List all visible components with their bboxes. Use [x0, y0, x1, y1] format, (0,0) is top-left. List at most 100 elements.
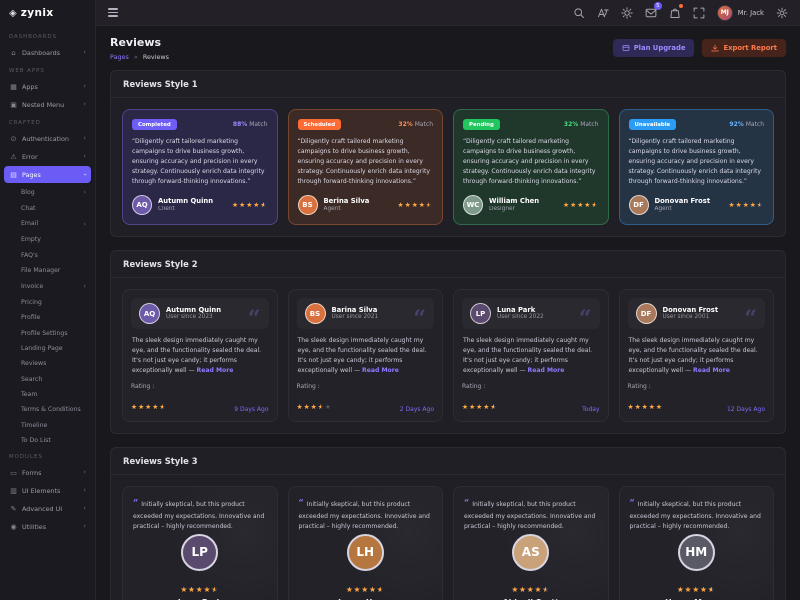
read-more-link[interactable]: Read More [196, 367, 234, 375]
review-quote: “Diligently craft tailored marketing cam… [297, 138, 430, 186]
sidebar-subitem[interactable]: Search [0, 372, 95, 387]
review-quote: “Diligently craft tailored marketing cam… [132, 138, 265, 186]
sidebar-subitem-label: Reviews [21, 360, 47, 368]
sidebar-subitem-label: Empty [21, 236, 41, 244]
read-more-link[interactable]: Read More [693, 367, 730, 375]
sidebar-item[interactable]: ▤ Pages › [4, 166, 91, 183]
sidebar-item-wrap: ✎ Advanced UI › [0, 500, 95, 517]
user-since: User since 2023 [166, 314, 213, 321]
avatar: LH [346, 533, 384, 571]
avatar: MJ [716, 4, 733, 21]
reviewer-name: Donovan Frost [662, 305, 719, 314]
sidebar-subitem[interactable]: To Do List [0, 433, 95, 448]
chevron-right-icon: › [83, 188, 86, 197]
export-report-button[interactable]: Export Report [702, 39, 786, 57]
sidebar-subitem[interactable]: FAQ's [0, 248, 95, 263]
sidebar-subitem-label: Profile Settings [21, 329, 68, 337]
breadcrumb-parent[interactable]: Pages [110, 53, 129, 61]
sidebar-subitem[interactable]: Terms & Conditions [0, 402, 95, 417]
page-title: Reviews [110, 36, 162, 49]
reviewer-name: Berina Silva [323, 197, 370, 206]
sidebar-subitem-label: Profile [21, 314, 41, 322]
sidebar-item-label: UI Elements [22, 486, 61, 495]
star-rating: ★★★★★★★★★★ [563, 200, 599, 209]
quote-icon: “ [298, 498, 304, 509]
settings-gear-icon[interactable] [775, 6, 788, 19]
review-timestamp: 12 Days Ago [726, 405, 765, 413]
sidebar-item-label: Nested Menu [22, 100, 65, 109]
match-score: 88% Match [233, 121, 268, 128]
sidebar-item[interactable]: ◉ Utilities › [4, 518, 91, 535]
sidebar-item[interactable]: ⌂ Dashboards › [4, 44, 91, 61]
reviewer-role: Agent [323, 205, 341, 212]
avatar: LP [470, 303, 491, 325]
fullscreen-icon[interactable] [693, 6, 706, 19]
review-timestamp: 2 Days Ago [399, 405, 434, 413]
status-badge: Scheduled [297, 119, 342, 130]
reviewer-name: Autumn Quinn [166, 305, 222, 314]
sidebar-subitem[interactable]: Chat [0, 200, 95, 215]
sidebar-item-icon: ⚠ [10, 152, 17, 161]
sidebar-subitem[interactable]: Timeline [0, 418, 95, 433]
sidebar-subitem[interactable]: Empty [0, 232, 95, 247]
menu-toggle-icon[interactable] [108, 8, 118, 17]
sidebar-subitem[interactable]: Blog › [0, 184, 95, 200]
sidebar-item-label: Advanced UI [22, 504, 63, 513]
sidebar-subitem-label: Timeline [21, 421, 48, 429]
sidebar-item-icon: ▭ [10, 468, 17, 477]
sidebar-section: MODULES ▭ Forms › [0, 448, 95, 535]
user-menu[interactable]: MJ Mr. Jack [716, 4, 764, 21]
sidebar-item[interactable]: ▭ Forms › [4, 464, 91, 481]
sidebar-subitem[interactable]: Profile Settings [0, 325, 95, 340]
sidebar-item[interactable]: ▦ Apps › [4, 78, 91, 95]
sidebar-subitem[interactable]: Team [0, 387, 95, 402]
inbox-icon[interactable]: 5 [645, 2, 662, 19]
search-icon[interactable] [573, 6, 586, 19]
theme-sun-icon[interactable] [621, 6, 634, 19]
rating-label: Rating : [131, 383, 155, 391]
status-badge: Pending [463, 119, 500, 130]
sidebar-item-wrap: ▦ Apps › [0, 78, 95, 95]
sidebar-section-label: WEB APPS [9, 68, 45, 74]
sidebar-subitem[interactable]: Email › [0, 216, 95, 232]
sidebar-item[interactable]: ▥ UI Elements › [4, 482, 91, 499]
sidebar-section-label: CRAFTED [9, 120, 41, 126]
sidebar-subitem[interactable]: Landing Page [0, 341, 95, 356]
sidebar-subitem-label: To Do List [21, 437, 51, 445]
reviewer-name: Henry Morgan [630, 598, 764, 600]
sidebar-item-label: Forms [22, 468, 42, 477]
export-icon [712, 44, 719, 52]
inbox-badge: 5 [653, 2, 662, 10]
sidebar-item[interactable]: ✎ Advanced UI › [4, 500, 91, 517]
match-score: 32% Match [398, 121, 433, 128]
reviewer-name: Luna Park [497, 305, 536, 314]
review-card-style1: Unavailable 92% Match “Diligently craft … [618, 109, 774, 226]
read-more-link[interactable]: Read More [362, 367, 399, 375]
read-more-link[interactable]: Read More [527, 367, 565, 375]
chevron-right-icon: › [83, 152, 86, 160]
review-text: Initially skeptical, but this product ex… [629, 500, 761, 530]
sidebar-subitem[interactable]: Invoice › [0, 278, 95, 294]
match-percent: 88% [232, 121, 248, 128]
review-card-style2: BS Barina Silva User since 2021 “ The sl… [287, 289, 443, 422]
review-body: The sleek design immediately caught my e… [629, 336, 765, 376]
review-card-style1: Completed 88% Match “Diligently craft ta… [122, 109, 278, 226]
avatar: BS [304, 303, 326, 325]
sidebar-item-wrap: ⚠ Error › [0, 148, 95, 165]
sidebar-subitem[interactable]: Pricing [0, 295, 95, 310]
sidebar-item[interactable]: ⊙ Authentication › [4, 130, 91, 147]
sidebar-subitem[interactable]: Profile [0, 310, 95, 325]
cart-bag-icon[interactable] [669, 4, 683, 19]
translate-icon[interactable] [597, 6, 610, 19]
sidebar-item-label: Apps [22, 82, 38, 91]
status-badge: Unavailable [628, 119, 677, 130]
sidebar-item[interactable]: ⚠ Error › [4, 148, 91, 165]
sidebar-item[interactable]: ▣ Nested Menu › [4, 96, 91, 113]
sidebar-subitem[interactable]: File Manager [0, 263, 95, 278]
sidebar-subitem[interactable]: Reviews [0, 356, 95, 371]
plan-upgrade-button[interactable]: Plan Upgrade [612, 39, 695, 57]
star-rating: ★★★★★★★★★★ [180, 584, 220, 594]
brand-logo[interactable]: ◈ zynix [0, 0, 95, 26]
review-quote: “Initially skeptical, but this product e… [299, 497, 433, 532]
match-percent: 32% [398, 121, 413, 128]
